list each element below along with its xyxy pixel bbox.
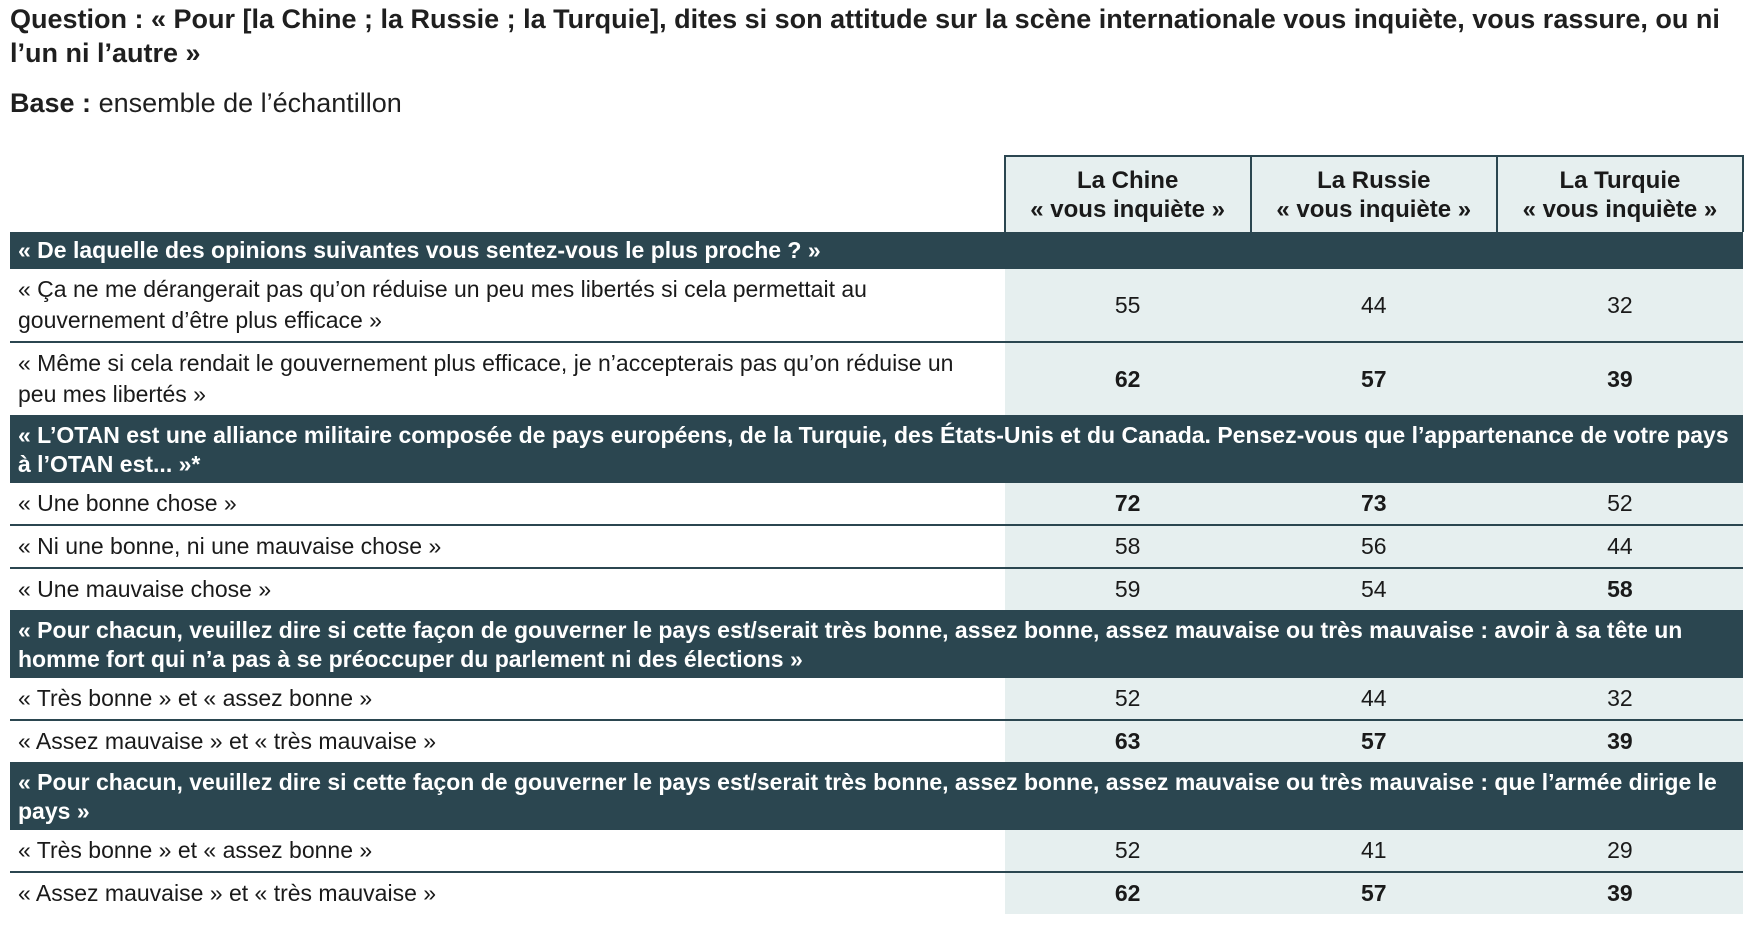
value-cell: 62 — [1004, 342, 1251, 417]
table-row: « Une mauvaise chose » 59 54 58 — [10, 568, 1743, 612]
value-cell: 41 — [1250, 830, 1497, 873]
value-cell: 57 — [1250, 720, 1497, 764]
section-header-row: « De laquelle des opinions suivantes vou… — [10, 232, 1743, 269]
table-row: « Très bonne » et « assez bonne » 52 41 29 — [10, 830, 1743, 873]
value-cell: 44 — [1496, 525, 1743, 569]
value-cell: 58 — [1004, 525, 1251, 569]
question-label: Question : — [10, 4, 144, 34]
column-header-subtitle: « vous inquiète » — [1276, 195, 1472, 223]
value-cell: 57 — [1250, 342, 1497, 417]
value-cell: 44 — [1250, 269, 1497, 343]
section-title: « L’OTAN est une alliance militaire comp… — [10, 416, 1743, 483]
column-header-subtitle: « vous inquiète » — [1030, 195, 1225, 223]
column-header-title: La Chine — [1076, 166, 1179, 194]
column-header-russie: La Russie « vous inquiète » — [1249, 155, 1498, 232]
table-row: « Très bonne » et « assez bonne » 52 44 32 — [10, 678, 1743, 721]
row-label: « Une bonne chose » — [10, 483, 1005, 526]
value-cell: 57 — [1250, 872, 1497, 914]
base-text: ensemble de l’échantillon — [98, 88, 402, 118]
value-cell: 32 — [1496, 678, 1743, 721]
header-empty-cell — [10, 156, 1005, 232]
table-row: « Ni une bonne, ni une mauvaise chose » 5… — [10, 525, 1743, 569]
value-cell: 56 — [1250, 525, 1497, 569]
table-row: « Une bonne chose » 72 73 52 — [10, 483, 1743, 526]
value-cell: 72 — [1004, 483, 1251, 526]
value-cell: 52 — [1004, 678, 1251, 721]
value-cell: 29 — [1496, 830, 1743, 873]
row-label: « Assez mauvaise » et « très mauvaise » — [18, 880, 437, 906]
question-text: « Pour [la Chine ; la Russie ; la Turqui… — [10, 4, 1720, 68]
table-row: « Ça ne me dérangerait pas qu’on réduise… — [10, 269, 1743, 343]
section-title: « De laquelle des opinions suivantes vou… — [10, 232, 1743, 269]
column-header-subtitle: « vous inquiète » — [1522, 195, 1718, 223]
value-cell: 39 — [1496, 342, 1743, 417]
base-line: Base : ensemble de l’échantillon — [10, 86, 402, 120]
section-header-row: « Pour chacun, veuillez dire si cette fa… — [10, 611, 1743, 678]
table-row: « Même si cela rendait le gouvernement p… — [10, 342, 1743, 417]
section-title: « Pour chacun, veuillez dire si cette fa… — [10, 763, 1743, 830]
value-cell: 39 — [1496, 720, 1743, 764]
column-header-chine: La Chine « vous inquiète » — [1003, 155, 1252, 232]
value-cell: 62 — [1004, 872, 1251, 914]
column-header-title: La Russie — [1317, 166, 1431, 194]
value-cell: 52 — [1496, 483, 1743, 526]
value-cell: 44 — [1250, 678, 1497, 721]
row-label: « Ni une bonne, ni une mauvaise chose » — [10, 525, 1005, 569]
column-header-turquie: La Turquie « vous inquiète » — [1495, 155, 1745, 232]
column-header-title: La Turquie — [1559, 166, 1681, 194]
value-cell: 39 — [1496, 872, 1743, 914]
section-header-row: « Pour chacun, veuillez dire si cette fa… — [10, 763, 1743, 830]
row-label: « Assez mauvaise » et « très mauvaise » — [10, 720, 1005, 764]
value-cell: 55 — [1004, 269, 1251, 343]
table-row: « Assez mauvaise » et « très mauvaise » 6… — [10, 720, 1743, 764]
row-label: « Une mauvaise chose » — [10, 568, 1005, 612]
section-header-row: « L’OTAN est une alliance militaire comp… — [10, 416, 1743, 483]
question-heading: Question : « Pour [la Chine ; la Russie … — [10, 2, 1750, 70]
row-label: « Très bonne » et « assez bonne » — [10, 830, 1005, 873]
value-cell: 73 — [1250, 483, 1497, 526]
header-row: La Chine « vous inquiète » La Russie « v… — [10, 155, 1745, 232]
value-cell: 59 — [1004, 568, 1251, 612]
value-cell: 54 — [1250, 568, 1497, 612]
row-label: « Même si cela rendait le gouvernement p… — [10, 342, 1005, 417]
value-cell: 58 — [1496, 568, 1743, 612]
value-cell: 63 — [1004, 720, 1251, 764]
table-row: « Assez mauvaise » et « très mauvaise » 6… — [10, 872, 1743, 914]
row-label: « Ça ne me dérangerait pas qu’on réduise… — [10, 269, 1005, 343]
base-label: Base : — [10, 88, 92, 118]
row-label: « Très bonne » et « assez bonne » — [10, 678, 1005, 721]
value-cell: 32 — [1496, 269, 1743, 343]
value-cell: 52 — [1004, 830, 1251, 873]
table-body: « De laquelle des opinions suivantes vou… — [10, 232, 1743, 914]
section-title: « Pour chacun, veuillez dire si cette fa… — [10, 611, 1743, 678]
results-table: La Chine « vous inquiète » La Russie « v… — [10, 155, 1745, 914]
